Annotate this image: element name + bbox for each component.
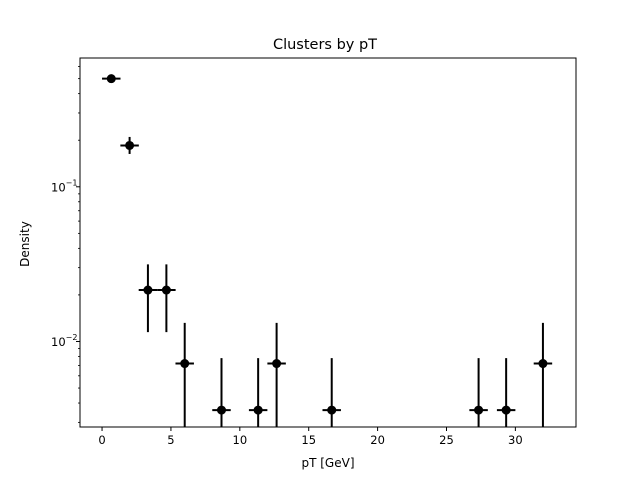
data-point-9 [474,405,484,415]
x-tick-label-6: 30 [508,433,523,447]
y-tick-label-1: 10−1 [51,178,77,194]
x-tick-label-1: 5 [167,433,174,447]
data-point-1 [125,140,135,150]
x-tick-label-3: 15 [301,433,316,447]
plot-frame [79,57,577,428]
plot-area [79,57,577,428]
data-point-0 [106,74,116,84]
y-axis: 10−2 10−1 [51,66,80,423]
data-point-4 [180,359,190,369]
x-tick-label-4: 20 [370,433,385,447]
data-point-8 [327,405,337,415]
data-point-2 [143,285,153,295]
chart-title: Clusters by pT [273,37,377,53]
x-axis: 0 5 10 15 20 25 30 [98,427,523,447]
y-tick-label-0: 10−2 [51,333,77,349]
x-tick-label-5: 25 [439,433,454,447]
error-bars [102,76,553,427]
y-axis-label: Density [18,221,32,267]
data-markers [106,74,548,415]
x-tick-label-2: 10 [233,433,248,447]
data-point-5 [216,405,226,415]
data-point-11 [538,359,548,369]
data-point-10 [501,405,511,415]
x-tick-label-0: 0 [98,433,105,447]
data-point-3 [161,285,171,295]
x-axis-label: pT [GeV] [301,456,354,470]
data-point-6 [253,405,263,415]
data-point-7 [272,359,282,369]
